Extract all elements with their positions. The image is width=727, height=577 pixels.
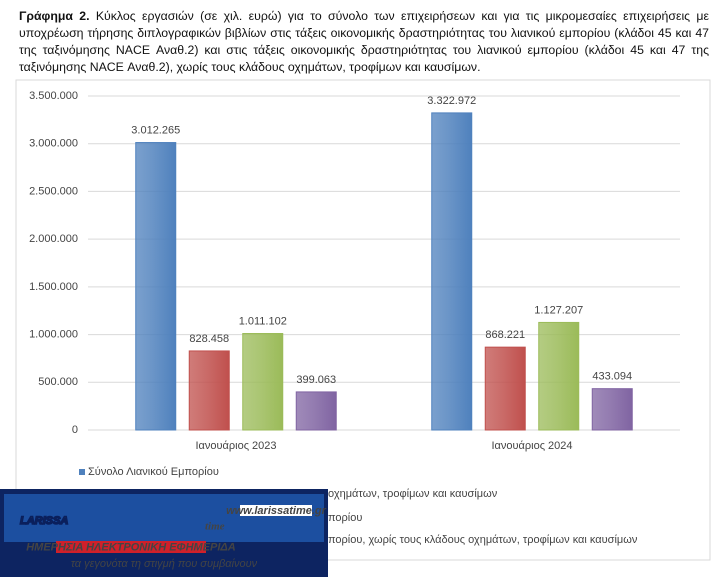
y-tick-label: 2.500.000 <box>29 185 78 197</box>
bar <box>242 333 284 431</box>
y-tick-label: 500.000 <box>38 376 78 388</box>
bar <box>295 391 337 431</box>
chart-frame <box>15 79 711 561</box>
legend-label: Σύνολο Λιανικού Εμπορίου <box>88 466 219 478</box>
bar <box>591 388 633 431</box>
legend-label: οχημάτων, τροφίμων και καυσίμων <box>328 488 498 500</box>
bar <box>135 142 177 431</box>
logo-tagline: ΗΜΕΡΗΣΙΑ ΗΛΕΚΤΡΟΝΙΚΗ ΕΦΗΜΕΡΙΔΑ <box>26 541 236 553</box>
x-tick-label: Ιανουάριος 2024 <box>491 440 572 452</box>
logo-band <box>4 494 324 542</box>
value-label: 1.127.207 <box>534 304 583 316</box>
legend-swatch <box>79 469 85 475</box>
y-tick-label: 3.500.000 <box>29 90 78 102</box>
caption: Γράφημα 2. Κύκλος εργασιών (σε χιλ. ευρώ… <box>19 8 709 76</box>
y-tick-label: 0 <box>72 424 78 436</box>
value-label: 3.322.972 <box>427 95 476 107</box>
caption-label: Γράφημα 2. <box>19 9 90 23</box>
y-tick-label: 3.000.000 <box>29 138 78 150</box>
value-label: 868.221 <box>485 329 525 341</box>
value-label: 3.012.265 <box>131 124 180 136</box>
y-tick-label: 1.500.000 <box>29 281 78 293</box>
logo-tagline-band <box>56 541 206 553</box>
caption-text: Κύκλος εργασιών (σε χιλ. ευρώ) για το σύ… <box>19 9 709 74</box>
legend-label: πορίου, χωρίς τους κλάδους οχημάτων, τρο… <box>328 534 638 546</box>
y-tick-label: 2.000.000 <box>29 233 78 245</box>
bar <box>431 112 473 431</box>
logo-brand-2: time <box>205 521 225 533</box>
bar <box>484 346 526 431</box>
y-tick-label: 1.000.000 <box>29 328 78 340</box>
bar <box>188 350 230 431</box>
bar <box>538 321 580 431</box>
logo-url-box <box>240 505 312 516</box>
logo-url: www.larissatime.gr <box>226 505 327 517</box>
logo-brand: LARISSA <box>20 515 68 527</box>
value-label: 433.094 <box>592 371 632 383</box>
value-label: 1.011.102 <box>239 315 287 327</box>
value-label: 399.063 <box>296 374 336 386</box>
value-label: 828.458 <box>189 333 229 345</box>
logo-slogan: τα γεγονότα τη στιγμή που συμβαίνουν <box>71 558 258 570</box>
legend-label: πορίου <box>328 512 362 524</box>
x-tick-label: Ιανουάριος 2023 <box>195 440 276 452</box>
